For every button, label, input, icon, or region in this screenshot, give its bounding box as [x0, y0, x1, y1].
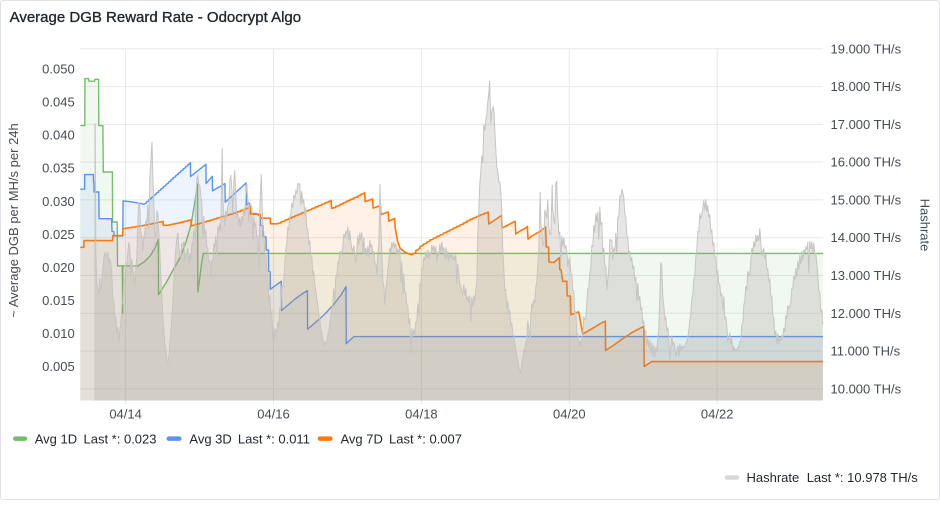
svg-text:Avg 1D: Avg 1D [35, 431, 77, 446]
svg-text:04/20: 04/20 [553, 407, 586, 422]
svg-text:15.000 TH/s: 15.000 TH/s [831, 192, 902, 207]
svg-text:0.025: 0.025 [42, 227, 75, 242]
svg-text:04/14: 04/14 [109, 407, 142, 422]
svg-text:Hashrate: Hashrate [747, 470, 800, 485]
svg-text:~ Average DGB per MH/s per 24h: ~ Average DGB per MH/s per 24h [6, 123, 21, 318]
svg-text:0.040: 0.040 [42, 128, 75, 143]
svg-text:0.020: 0.020 [42, 260, 75, 275]
svg-text:04/16: 04/16 [257, 407, 290, 422]
svg-text:0.050: 0.050 [42, 62, 75, 77]
svg-text:17.000 TH/s: 17.000 TH/s [831, 117, 902, 132]
svg-text:13.000 TH/s: 13.000 TH/s [831, 268, 902, 283]
svg-text:0.035: 0.035 [42, 161, 75, 176]
svg-text:Last *: 10.978 TH/s: Last *: 10.978 TH/s [807, 470, 919, 485]
svg-text:16.000 TH/s: 16.000 TH/s [831, 155, 902, 170]
svg-text:04/22: 04/22 [701, 407, 734, 422]
svg-text:04/18: 04/18 [405, 407, 438, 422]
svg-text:Last *: 0.007: Last *: 0.007 [389, 431, 462, 446]
svg-text:Average DGB Reward Rate - Odoc: Average DGB Reward Rate - Odocrypt Algo [10, 9, 302, 26]
svg-text:0.015: 0.015 [42, 293, 75, 308]
svg-text:12.000 TH/s: 12.000 TH/s [831, 306, 902, 321]
svg-text:0.030: 0.030 [42, 194, 75, 209]
svg-text:18.000 TH/s: 18.000 TH/s [831, 79, 902, 94]
svg-text:Last *: 0.023: Last *: 0.023 [84, 431, 157, 446]
svg-text:0.010: 0.010 [42, 326, 75, 341]
svg-text:0.045: 0.045 [42, 95, 75, 110]
svg-text:11.000 TH/s: 11.000 TH/s [831, 344, 901, 359]
svg-text:Avg 3D: Avg 3D [189, 431, 231, 446]
svg-text:Last *: 0.011: Last *: 0.011 [238, 431, 310, 446]
svg-text:19.000 TH/s: 19.000 TH/s [831, 41, 902, 56]
svg-text:Hashrate: Hashrate [918, 199, 933, 252]
svg-text:Avg 7D: Avg 7D [341, 431, 383, 446]
svg-text:0.005: 0.005 [42, 359, 75, 374]
svg-text:14.000 TH/s: 14.000 TH/s [831, 230, 902, 245]
svg-text:10.000 TH/s: 10.000 TH/s [831, 381, 902, 396]
